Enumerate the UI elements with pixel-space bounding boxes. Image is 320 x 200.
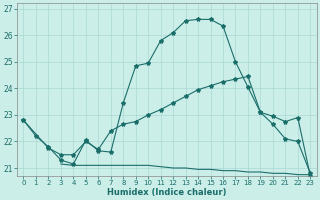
- X-axis label: Humidex (Indice chaleur): Humidex (Indice chaleur): [107, 188, 227, 197]
